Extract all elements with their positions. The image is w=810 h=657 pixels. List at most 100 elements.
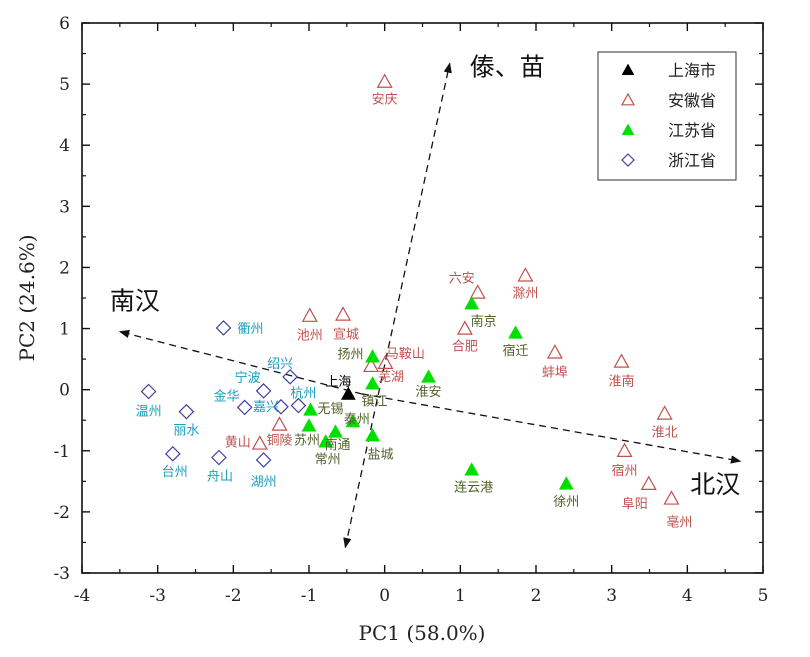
point-label: 蚌埠 <box>542 365 568 380</box>
triangle-marker <box>345 413 361 428</box>
x-axis-title: PC1 (58.0%) <box>359 621 486 645</box>
point-label: 宿州 <box>612 463 638 479</box>
open-triangle-marker <box>613 353 630 368</box>
point-label: 台州 <box>162 465 188 480</box>
open-triangle-marker <box>620 92 636 106</box>
diamond-marker <box>273 398 289 415</box>
point-label: 金华 <box>214 388 240 404</box>
y-tick-label: -1 <box>53 442 70 462</box>
y-tick-label: 0 <box>59 381 70 401</box>
point-label: 芜湖 <box>378 370 404 385</box>
legend-entry: 安徽省 <box>668 91 716 110</box>
x-tick-label: -3 <box>149 586 166 606</box>
x-tick-label: 1 <box>455 586 466 606</box>
point-label: 铜陵 <box>266 434 292 449</box>
y-tick-label: 6 <box>59 14 70 34</box>
diamond-marker <box>290 397 307 414</box>
point-label: 上海 <box>325 375 351 390</box>
triangle-marker <box>621 63 635 76</box>
point-label: 衢州 <box>237 322 263 337</box>
open-triangle-marker <box>376 73 393 88</box>
point-label: 绍兴 <box>267 357 293 372</box>
arrow-label: 傣、苗 <box>470 52 545 81</box>
x-tick-label: 0 <box>379 586 390 606</box>
point-label: 安庆 <box>372 93 398 108</box>
open-triangle-marker <box>363 357 380 373</box>
y-tick-label: 1 <box>59 320 70 340</box>
point-label: 嘉兴 <box>253 400 279 415</box>
open-triangle-marker <box>616 442 633 457</box>
arrow-label: 南汉 <box>110 287 160 316</box>
point-label: 盐城 <box>368 448 394 463</box>
loading-arrow <box>343 62 452 549</box>
diamond-marker <box>255 383 272 399</box>
open-triangle-marker <box>546 344 563 359</box>
triangle-marker <box>464 462 480 476</box>
y-tick-label: 3 <box>59 197 70 217</box>
point-label: 温州 <box>136 405 162 420</box>
diamond-marker <box>621 153 635 167</box>
open-triangle-marker <box>663 490 680 505</box>
diamond-marker <box>236 399 253 416</box>
point-label: 杭州 <box>290 387 316 402</box>
point-label: 宣城 <box>333 327 359 343</box>
triangle-marker <box>318 434 334 448</box>
diamond-marker <box>178 403 195 420</box>
point-label: 宿迁 <box>503 343 529 359</box>
point-label: 徐州 <box>553 495 579 510</box>
point-label: 苏州 <box>294 433 320 449</box>
x-tick-label: 2 <box>531 586 542 606</box>
x-tick-label: -2 <box>225 586 242 606</box>
triangle-marker <box>508 325 523 339</box>
point-label: 黄山 <box>225 435 251 450</box>
point-label: 舟山 <box>207 470 233 485</box>
diamond-marker <box>255 452 272 468</box>
triangle-marker <box>421 369 436 383</box>
point-label: 镇江 <box>362 395 388 410</box>
point-label: 淮安 <box>416 385 442 400</box>
open-triangle-marker <box>377 354 394 369</box>
y-tick-label: -2 <box>53 503 70 523</box>
diamond-marker <box>211 449 227 466</box>
triangle-marker <box>328 424 343 438</box>
point-label: 湖州 <box>251 475 277 490</box>
x-tick-label: 4 <box>682 586 693 606</box>
diamond-marker <box>282 368 298 385</box>
point-label: 淮北 <box>652 426 678 441</box>
point-label: 常州 <box>315 453 341 468</box>
x-tick-label: 5 <box>758 586 769 606</box>
x-tick-label: -4 <box>74 586 91 606</box>
point-label: 阜阳 <box>622 496 648 512</box>
series-上海市: 上海 <box>325 375 356 400</box>
point-label: 南通 <box>324 437 350 453</box>
x-tick-label: 3 <box>606 586 617 606</box>
y-axis-title: PC2 (24.6%) <box>15 235 39 362</box>
triangle-marker <box>301 418 317 432</box>
x-tick-label: -1 <box>301 586 318 606</box>
triangle-marker <box>621 123 635 136</box>
point-label: 六安 <box>449 272 475 287</box>
point-label: 南京 <box>471 314 497 330</box>
open-triangle-marker <box>656 405 673 420</box>
legend-entry: 江苏省 <box>668 121 716 140</box>
point-label: 泰州 <box>344 412 370 427</box>
diamond-marker <box>140 383 157 400</box>
open-triangle-marker <box>640 475 657 490</box>
diamond-marker <box>215 320 232 336</box>
diamond-marker <box>164 445 181 462</box>
triangle-marker <box>365 349 380 363</box>
legend-entry: 浙江省 <box>668 151 716 170</box>
arrow-label: 北汉 <box>690 470 740 499</box>
y-tick-label: -3 <box>53 564 70 584</box>
open-triangle-marker <box>251 435 268 450</box>
triangle-marker <box>464 295 480 310</box>
open-triangle-marker <box>301 307 318 322</box>
open-triangle-marker <box>271 416 288 431</box>
